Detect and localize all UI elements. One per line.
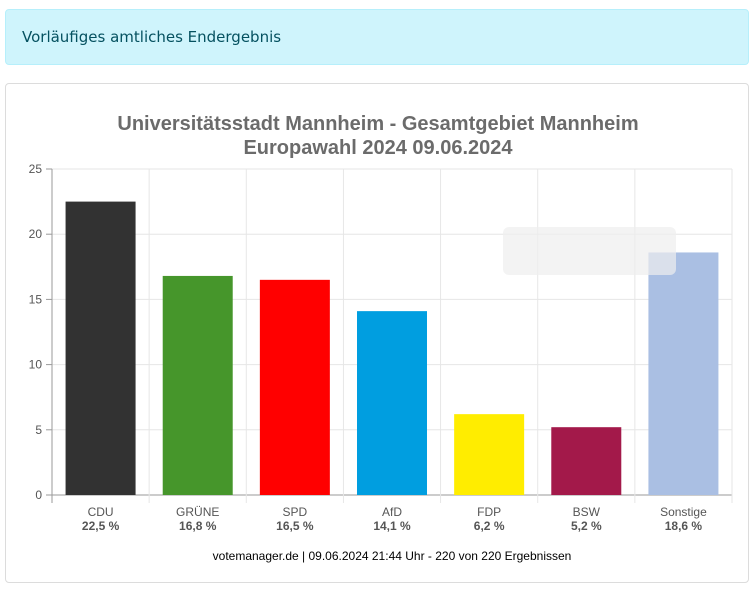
- x-value-label: 14,1 %: [373, 519, 411, 533]
- y-tick-label: 5: [35, 423, 42, 437]
- y-tick-label: 25: [29, 162, 43, 176]
- bar-cdu[interactable]: [65, 201, 136, 495]
- bar-bsw[interactable]: [551, 427, 622, 495]
- y-tick-label: 20: [29, 227, 43, 241]
- chart-title: Universitätsstadt Mannheim - Gesamtgebie…: [117, 113, 638, 135]
- x-value-label: 6,2 %: [474, 519, 505, 533]
- x-category-label: FDP: [477, 505, 501, 519]
- y-tick-label: 10: [29, 358, 43, 372]
- status-alert: Vorläufiges amtliches Endergebnis: [5, 9, 749, 65]
- x-value-label: 5,2 %: [571, 519, 602, 533]
- axes: 0 5 10 15 20 25: [29, 162, 52, 502]
- x-category-label: GRÜNE: [176, 505, 219, 519]
- x-value-label: 16,5 %: [276, 519, 314, 533]
- bar-spd[interactable]: [259, 279, 330, 495]
- x-category-label: SPD: [283, 505, 308, 519]
- x-category-label: AfD: [382, 505, 402, 519]
- bar-grne[interactable]: [162, 275, 233, 495]
- x-category-label: Sonstige: [660, 505, 707, 519]
- bar-fdp[interactable]: [454, 414, 525, 495]
- x-value-label: 16,8 %: [179, 519, 217, 533]
- bars: [65, 201, 719, 495]
- y-tick-label: 15: [29, 292, 43, 306]
- x-category-label: BSW: [573, 505, 601, 519]
- chart-footer: votemanager.de | 09.06.2024 21:44 Uhr - …: [213, 549, 572, 563]
- bar-sonstige[interactable]: [648, 252, 719, 495]
- x-category-label: CDU: [88, 505, 114, 519]
- chart-subtitle: Europawahl 2024 09.06.2024: [243, 137, 513, 159]
- bar-chart: 0 5 10 15 20 25 Universitätsstadt Mannheim - …: [29, 113, 733, 563]
- status-alert-text: Vorläufiges amtliches Endergebnis: [22, 28, 282, 46]
- y-tick-label: 0: [35, 488, 42, 502]
- chart-card: 0 5 10 15 20 25 Universitätsstadt Mannheim - …: [5, 83, 749, 583]
- tooltip-overlay: [503, 227, 676, 275]
- x-value-label: 18,6 %: [665, 519, 703, 533]
- x-value-label: 22,5 %: [82, 519, 120, 533]
- bar-afd[interactable]: [357, 311, 427, 495]
